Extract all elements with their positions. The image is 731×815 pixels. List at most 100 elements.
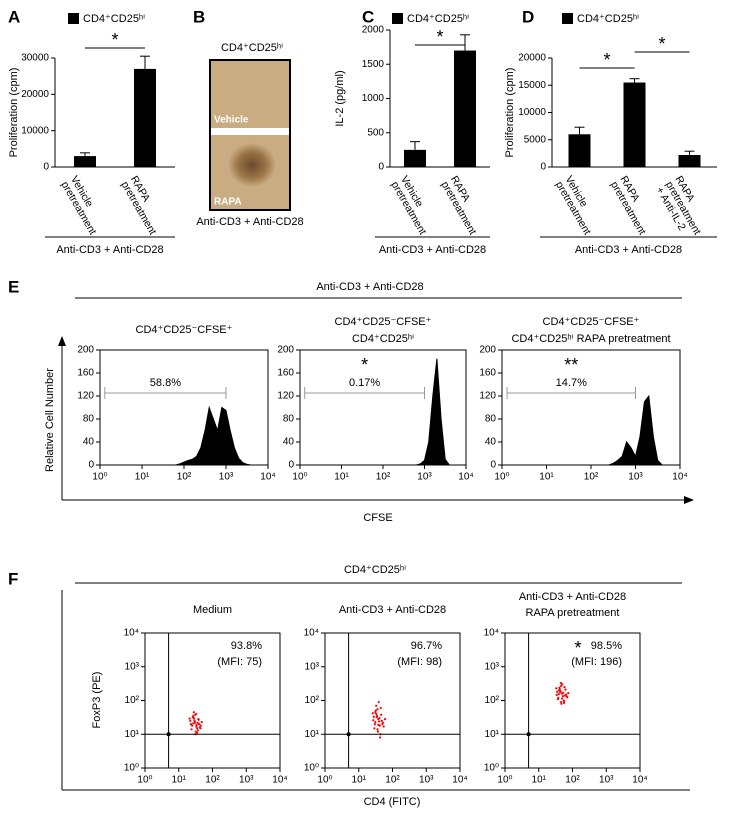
event-dot	[378, 717, 381, 720]
y-tick-label: 10¹	[125, 729, 140, 740]
x-tick-label: 10⁴	[458, 472, 473, 483]
event-dot	[565, 693, 568, 696]
y-tick-label: 40	[83, 437, 95, 448]
y-tick-label: 10³	[485, 661, 500, 672]
event-dot	[561, 683, 564, 686]
event-dot	[560, 700, 563, 704]
title-line: CD4⁺CD25⁻CFSE⁺	[335, 316, 432, 328]
y-tick-label: 20000	[518, 53, 546, 64]
event-dot	[372, 719, 375, 722]
x-tick-label: 10²	[385, 775, 400, 786]
y-tick-label: 10⁴	[484, 628, 499, 639]
title-line: CD4⁺CD25ʰⁱ	[352, 333, 414, 345]
y-tick-label: 40	[485, 437, 497, 448]
y-tick-label: 80	[283, 414, 295, 425]
event-dot	[192, 711, 195, 714]
event-dot	[194, 713, 197, 716]
event-dot	[372, 715, 375, 718]
y-tick-label: 0	[288, 460, 294, 471]
divider	[211, 128, 289, 135]
y-tick-label: 10¹	[485, 729, 500, 740]
significance-mark: *	[574, 638, 581, 658]
quadrant-center	[346, 732, 351, 737]
title-line: CD4⁺CD25⁻CFSE⁺	[136, 324, 233, 336]
bar	[454, 50, 476, 167]
y-axis-label: IL-2 (pg/ml)	[334, 70, 346, 126]
y-tick-label: 0	[43, 162, 49, 173]
x-tick-label: 10²	[565, 775, 580, 786]
x-tick-label: 10¹	[352, 775, 367, 786]
event-dot	[196, 731, 199, 734]
y-tick-label: 1500	[362, 59, 385, 70]
event-dot	[192, 722, 195, 725]
x-axis-label: CFSE	[363, 512, 392, 524]
x-tick-label: 10⁰	[92, 472, 107, 483]
y-tick-label: 10000	[21, 125, 49, 136]
y-tick-label: 0	[540, 162, 546, 173]
title-line: Anti-CD3 + Anti-CD28	[519, 591, 626, 603]
significance-mark: *	[436, 27, 443, 47]
event-dot	[564, 688, 567, 691]
event-dot	[560, 697, 564, 700]
y-tick-label: 200	[277, 345, 294, 356]
event-dot	[557, 692, 560, 696]
panel-label: B	[193, 7, 205, 26]
bar	[678, 155, 701, 167]
y-tick-label: 10⁴	[124, 628, 139, 639]
event-dot	[379, 736, 382, 739]
event-dot	[562, 691, 565, 694]
y-tick-label: 500	[367, 127, 384, 138]
title-line: CD4⁺CD25⁻CFSE⁺	[543, 316, 640, 328]
x-tick-label: 10⁴	[672, 472, 687, 483]
y-tick-label: 0	[378, 162, 384, 173]
event-dot	[199, 727, 202, 730]
event-dot	[383, 718, 387, 721]
gate-label: 58.8%	[150, 377, 181, 389]
event-dot	[196, 727, 199, 730]
significance-mark: *	[603, 50, 610, 70]
event-dot	[188, 717, 191, 720]
arrow-head	[58, 336, 66, 346]
image-label: RAPA	[214, 197, 242, 208]
significance-mark: *	[361, 355, 368, 375]
event-dot	[374, 720, 377, 724]
event-dot	[197, 722, 201, 726]
event-dot	[561, 695, 565, 698]
bar	[134, 68, 156, 167]
title-line: CD4⁺CD25ʰⁱ RAPA pretreatment	[511, 333, 670, 345]
event-dot	[555, 687, 558, 690]
y-tick-label: 10³	[305, 661, 320, 672]
group-label: Anti-CD3 + Anti-CD28	[575, 244, 682, 256]
y-tick-label: 160	[277, 368, 294, 379]
event-dot	[377, 720, 381, 723]
event-dot	[197, 718, 200, 721]
x-tick-label: 10⁴	[632, 775, 647, 786]
x-tick-label: 10²	[584, 472, 599, 483]
event-dot	[376, 708, 379, 711]
x-tick-label: 10²	[376, 472, 391, 483]
event-dot	[559, 691, 562, 694]
bar	[623, 82, 646, 167]
y-tick-label: 200	[479, 345, 496, 356]
title-line: 96.7%	[411, 640, 442, 652]
x-tick-label: 10³	[628, 472, 643, 483]
x-tick-label: 10⁰	[494, 472, 509, 483]
event-dot	[193, 720, 196, 723]
x-tick-label: 10³	[219, 472, 234, 483]
event-dot	[195, 725, 198, 728]
event-dot	[377, 700, 380, 704]
event-dot	[379, 706, 382, 710]
event-dot	[200, 720, 203, 724]
event-dot	[566, 696, 569, 699]
legend-label: CD4⁺CD25ʰⁱ	[577, 13, 639, 25]
event-dot	[380, 719, 383, 722]
event-dot	[374, 709, 377, 712]
y-tick-label: 10000	[518, 107, 546, 118]
plot-frame	[324, 632, 461, 769]
plot-frame	[504, 632, 641, 769]
event-dot	[563, 685, 566, 689]
event-dot	[560, 702, 563, 705]
y-tick-label: 10⁴	[304, 628, 319, 639]
y-tick-label: 20000	[21, 89, 49, 100]
arrow-head	[684, 496, 694, 504]
